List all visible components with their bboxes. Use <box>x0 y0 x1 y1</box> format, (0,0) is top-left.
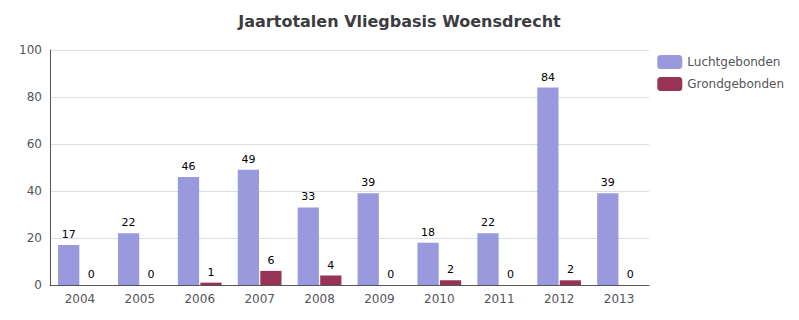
svg-text:Luchtgebonden: Luchtgebonden <box>687 55 780 69</box>
svg-text:22: 22 <box>481 216 495 229</box>
svg-text:4: 4 <box>327 259 334 272</box>
svg-text:39: 39 <box>361 176 375 189</box>
svg-text:84: 84 <box>541 71 555 84</box>
svg-text:22: 22 <box>122 216 136 229</box>
svg-text:33: 33 <box>301 190 315 203</box>
svg-text:2: 2 <box>567 263 574 276</box>
svg-text:0: 0 <box>507 268 514 281</box>
svg-text:17: 17 <box>62 228 76 241</box>
svg-text:0: 0 <box>627 268 634 281</box>
svg-text:46: 46 <box>181 160 195 173</box>
svg-text:20: 20 <box>27 231 42 245</box>
svg-text:40: 40 <box>27 184 42 198</box>
svg-text:0: 0 <box>148 268 155 281</box>
svg-text:49: 49 <box>241 153 255 166</box>
svg-text:2013: 2013 <box>604 292 635 306</box>
svg-text:100: 100 <box>19 43 42 57</box>
svg-text:2004: 2004 <box>65 292 96 306</box>
svg-text:2011: 2011 <box>484 292 515 306</box>
svg-text:2008: 2008 <box>304 292 335 306</box>
svg-text:2012: 2012 <box>544 292 575 306</box>
svg-text:60: 60 <box>27 137 42 151</box>
svg-text:39: 39 <box>601 176 615 189</box>
svg-text:18: 18 <box>421 226 435 239</box>
svg-text:2: 2 <box>447 263 454 276</box>
svg-text:80: 80 <box>27 90 42 104</box>
svg-text:2006: 2006 <box>184 292 215 306</box>
svg-text:2005: 2005 <box>125 292 156 306</box>
svg-text:Jaartotalen Vliegbasis Woensdr: Jaartotalen Vliegbasis Woensdrecht <box>237 12 561 31</box>
svg-text:0: 0 <box>88 268 95 281</box>
svg-text:6: 6 <box>267 254 274 267</box>
svg-text:2009: 2009 <box>364 292 395 306</box>
svg-text:Grondgebonden: Grondgebonden <box>687 77 784 91</box>
svg-text:2007: 2007 <box>244 292 275 306</box>
svg-text:0: 0 <box>387 268 394 281</box>
svg-text:1: 1 <box>208 266 215 279</box>
svg-text:0: 0 <box>34 278 42 292</box>
svg-text:2010: 2010 <box>424 292 455 306</box>
